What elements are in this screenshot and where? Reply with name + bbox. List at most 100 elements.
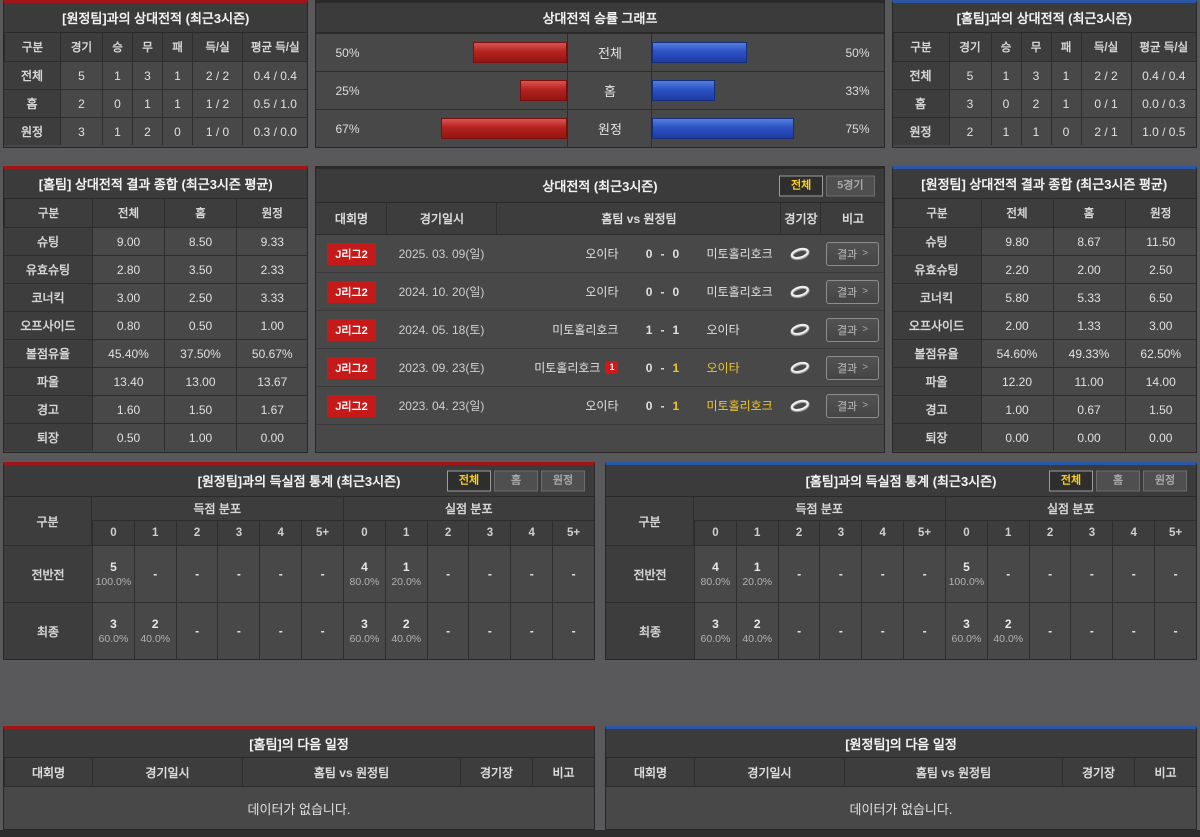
table-header-cell: 전체 [92,199,164,227]
result-button[interactable]: 결과 > [825,279,880,304]
table-row: 최종 3 60.0% 2 40.0% - - - - 3 60.0% 2 40.0% -… [606,602,1196,659]
result-button[interactable]: 결과 > [825,241,880,266]
result-button[interactable]: 결과 > [825,317,880,342]
table-cell: 2.00 [980,311,1053,339]
row-label: 유효슈팅 [892,255,981,283]
stadium-icon[interactable] [789,323,811,337]
filter-tab[interactable]: 5경기 [826,175,875,196]
table-header-cell: 대회명 [334,212,369,226]
filter-tab[interactable]: 홈 [1096,470,1140,491]
table-header-cell: 경기장 [780,203,820,234]
result-button[interactable]: 결과 > [825,393,880,418]
panel-title: 상대전적 승률 그래프 [542,11,658,26]
filter-tab[interactable]: 전체 [447,470,491,491]
away-team-name: 오이타 [706,361,740,375]
table-row: 볼점유율 45.40% 37.50% 50.67% [4,339,308,367]
table-cell: 49.33% [1052,339,1125,367]
table-cell: 2.50 [1124,255,1196,283]
panel-away-h2h: [원정팀]과의 상대전적 (최근3시즌) 구분 경기 승 무 패 득/실 평균 득/실 전체… [3,0,309,148]
percent-value: 40.0% [742,633,773,645]
conceded-columns: 0 1 2 3 4 5+ [945,521,1196,545]
table-cell: 1.00 [164,423,236,451]
match-row: J리그2 2023. 04. 23(일) 오이타 0 - 1 [316,387,884,425]
table-cell: 1 [1050,61,1081,89]
winrate-row: 25% 홈 33% [316,71,884,109]
table-header-cell: 득/실 [1080,33,1131,61]
goal-stats-row: [원정팀]과의 득실점 통계 (최근3시즌) 전체 홈 원정 구분 득점 분포 실점… [3,462,1197,660]
count-value: - [922,567,927,581]
winrate-rows: 50% 전체 50% 25% [316,33,884,147]
table-cell: 0.00 [980,423,1053,451]
table-cell: 2 [132,117,162,145]
stadium-icon[interactable] [789,361,811,375]
stadium-cell [780,247,820,261]
table-cell: - [552,546,594,602]
table-header-cell: 평균 득/실 [242,33,308,61]
table-cell: 0 [990,89,1021,117]
filter-tab[interactable]: 홈 [494,470,538,491]
count-value: 1 [753,560,761,574]
table-header-cell: 4 [1112,521,1154,545]
home-team-name: 미토홀리호크 [534,361,601,375]
stadium-icon[interactable] [789,285,811,299]
league-badge: J리그2 [327,394,376,417]
table-cell: 4 80.0% [342,546,385,602]
row-label: 퇴장 [892,423,981,451]
stadium-icon[interactable] [789,399,811,413]
table-cell: 3 60.0% [342,603,385,659]
result-button[interactable]: 결과 > [825,355,880,380]
count-value: - [195,624,200,638]
table-cell: 1.60 [92,395,164,423]
percent-value: 60.0% [700,633,731,645]
table-header-row: 구분 전체 홈 원정 [4,199,308,227]
away-team-name: 오이타 [706,323,740,337]
match-date: 2024. 05. 18(토) [398,323,485,337]
table-cell: - [552,603,594,659]
schedule-table-header: 대회명 경기일시 홈팀 vs 원정팀 경기장 비고 [606,758,1196,787]
table-cell: 3.00 [92,283,164,311]
stadium-icon[interactable] [789,247,811,261]
result-cell: 결과 > [820,317,883,342]
table-row: 슈팅 9.80 8.67 11.50 [892,227,1196,255]
table-cell: 9.80 [980,227,1053,255]
subcolumn-header-row: 0 1 2 3 4 5+ 0 1 2 3 4 5+ [92,521,594,545]
league-cell: J리그2 [316,280,386,303]
table-cell: - [1028,546,1071,602]
table-cell: - [1154,546,1196,602]
table-cell: - [1070,603,1113,659]
table-row: 경고 1.60 1.50 1.67 [4,395,308,423]
stadium-cell [780,361,820,375]
table-cell: 3 [948,89,991,117]
table-cell: 37.50% [164,339,236,367]
scored-columns: 0 1 2 3 4 5+ [694,521,945,545]
table-header-cell: 2 [777,521,820,545]
result-cell: 결과 > [820,241,883,266]
table-header-cell: 경기 [948,33,991,61]
red-bar [472,42,568,63]
league-cell: J리그2 [316,242,386,265]
score-away: 0 [672,246,680,261]
home-team-cell: 오이타 [496,245,630,262]
filter-tab[interactable]: 원정 [541,470,585,491]
table-cell: 6.50 [1124,283,1196,311]
match-date: 2024. 10. 20(일) [398,285,485,299]
table-cell: - [510,546,553,602]
table-row: 코너킥 5.80 5.33 6.50 [892,283,1196,311]
table-header-cell: 4 [861,521,903,545]
panel-home-summary: [홈팀] 상대전적 결과 종합 (최근3시즌 평균) 구분 전체 홈 원정 슈팅 9.… [3,166,309,453]
table-header-cell: 2 [426,521,469,545]
right-bar-area [651,110,841,147]
table-cell: 1 [162,89,192,117]
count-value: - [278,624,283,638]
percent-value: 40.0% [391,633,422,645]
table-cell: - [259,603,302,659]
table-cell: 1 20.0% [735,546,778,602]
row-label: 코너킥 [892,283,981,311]
filter-tab[interactable]: 전체 [1049,470,1093,491]
blue-bar [652,80,715,101]
chevron-right-icon: > [862,324,869,335]
table-cell: 0 [1050,117,1081,145]
filter-tab[interactable]: 원정 [1143,470,1187,491]
table-header-cell: 4 [259,521,301,545]
filter-tab[interactable]: 전체 [779,175,824,196]
